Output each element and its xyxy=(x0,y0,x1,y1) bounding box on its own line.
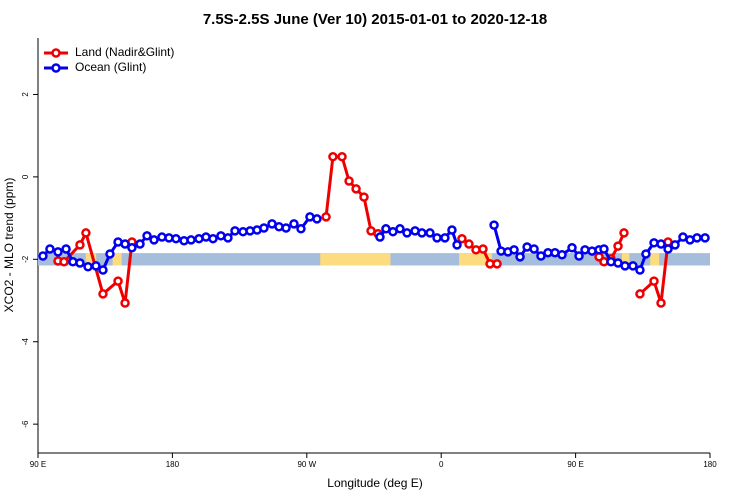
point xyxy=(328,151,338,162)
point xyxy=(289,219,299,229)
point xyxy=(91,261,101,271)
point xyxy=(452,240,462,250)
point xyxy=(432,233,442,243)
point xyxy=(464,239,474,249)
y-tick-label: -2 xyxy=(21,255,30,263)
x-tick-label: 90 E xyxy=(567,460,583,469)
point xyxy=(120,239,130,249)
point xyxy=(113,276,123,286)
point xyxy=(223,233,233,243)
point xyxy=(281,223,291,233)
point xyxy=(351,184,361,194)
point xyxy=(230,226,240,236)
land-band xyxy=(459,253,492,266)
point xyxy=(417,228,427,238)
point xyxy=(45,244,55,254)
point xyxy=(171,233,181,244)
point xyxy=(557,250,567,260)
point xyxy=(489,220,499,230)
y-axis-label: XCO2 - MLO trend (ppm) xyxy=(2,178,16,313)
point xyxy=(75,240,85,250)
point xyxy=(457,233,467,244)
y-tick-label: 0 xyxy=(21,174,30,179)
x-tick-label: 180 xyxy=(703,460,717,469)
point xyxy=(208,233,218,244)
point xyxy=(656,298,666,308)
point xyxy=(440,233,450,243)
point xyxy=(135,239,145,249)
legend-marker xyxy=(51,63,61,73)
land-band xyxy=(85,253,97,266)
point xyxy=(567,243,577,253)
land-band xyxy=(320,253,391,266)
point xyxy=(635,265,645,275)
point xyxy=(321,212,331,222)
point xyxy=(61,244,71,254)
point xyxy=(599,244,609,254)
point xyxy=(619,228,629,238)
y-tick-label: 2 xyxy=(21,92,30,97)
point xyxy=(296,224,306,234)
series-line xyxy=(57,155,670,304)
point xyxy=(98,265,108,275)
point xyxy=(574,251,584,261)
point xyxy=(375,232,385,242)
point xyxy=(425,228,435,238)
point xyxy=(641,249,651,259)
x-axis-label: Longitude (deg E) xyxy=(327,476,422,490)
y-tick-label: -6 xyxy=(21,420,30,428)
x-tick-label: 180 xyxy=(166,460,180,469)
point xyxy=(536,251,546,261)
chart-title: 7.5S-2.5S June (Ver 10) 2015-01-01 to 20… xyxy=(203,11,547,28)
point xyxy=(120,298,130,308)
point xyxy=(344,176,354,186)
point xyxy=(186,235,196,245)
point xyxy=(127,243,137,253)
land-band xyxy=(650,253,660,266)
point xyxy=(259,223,269,233)
land-band xyxy=(112,253,122,266)
y-tick-label: -4 xyxy=(21,338,30,346)
point xyxy=(515,252,525,262)
point xyxy=(613,241,623,251)
point xyxy=(337,151,347,162)
point xyxy=(83,261,93,272)
point xyxy=(692,233,702,243)
point xyxy=(402,228,412,238)
x-tick-label: 0 xyxy=(439,460,444,469)
legend-label: Land (Nadir&Glint) xyxy=(75,45,174,59)
point xyxy=(649,276,659,286)
point xyxy=(700,233,710,243)
point xyxy=(98,289,108,299)
land-band xyxy=(621,253,630,266)
point xyxy=(663,244,673,254)
point xyxy=(620,261,630,271)
point xyxy=(75,258,85,268)
point xyxy=(529,244,539,254)
point xyxy=(492,259,502,269)
point xyxy=(53,247,63,257)
point xyxy=(149,235,159,245)
point xyxy=(628,261,638,271)
x-tick-label: 90 W xyxy=(297,460,316,469)
point xyxy=(59,257,69,267)
point xyxy=(142,231,152,241)
x-tick-label: 90 E xyxy=(30,460,46,469)
legend-label: Ocean (Glint) xyxy=(75,60,146,74)
point xyxy=(670,240,680,250)
point xyxy=(81,228,91,238)
point xyxy=(635,289,645,299)
point xyxy=(656,239,666,249)
legend-marker xyxy=(51,48,61,58)
point xyxy=(38,251,48,261)
point xyxy=(105,249,115,259)
point xyxy=(447,225,457,235)
point xyxy=(509,245,519,255)
point xyxy=(312,214,322,224)
point xyxy=(395,224,405,234)
point xyxy=(478,244,488,254)
point xyxy=(359,192,369,202)
